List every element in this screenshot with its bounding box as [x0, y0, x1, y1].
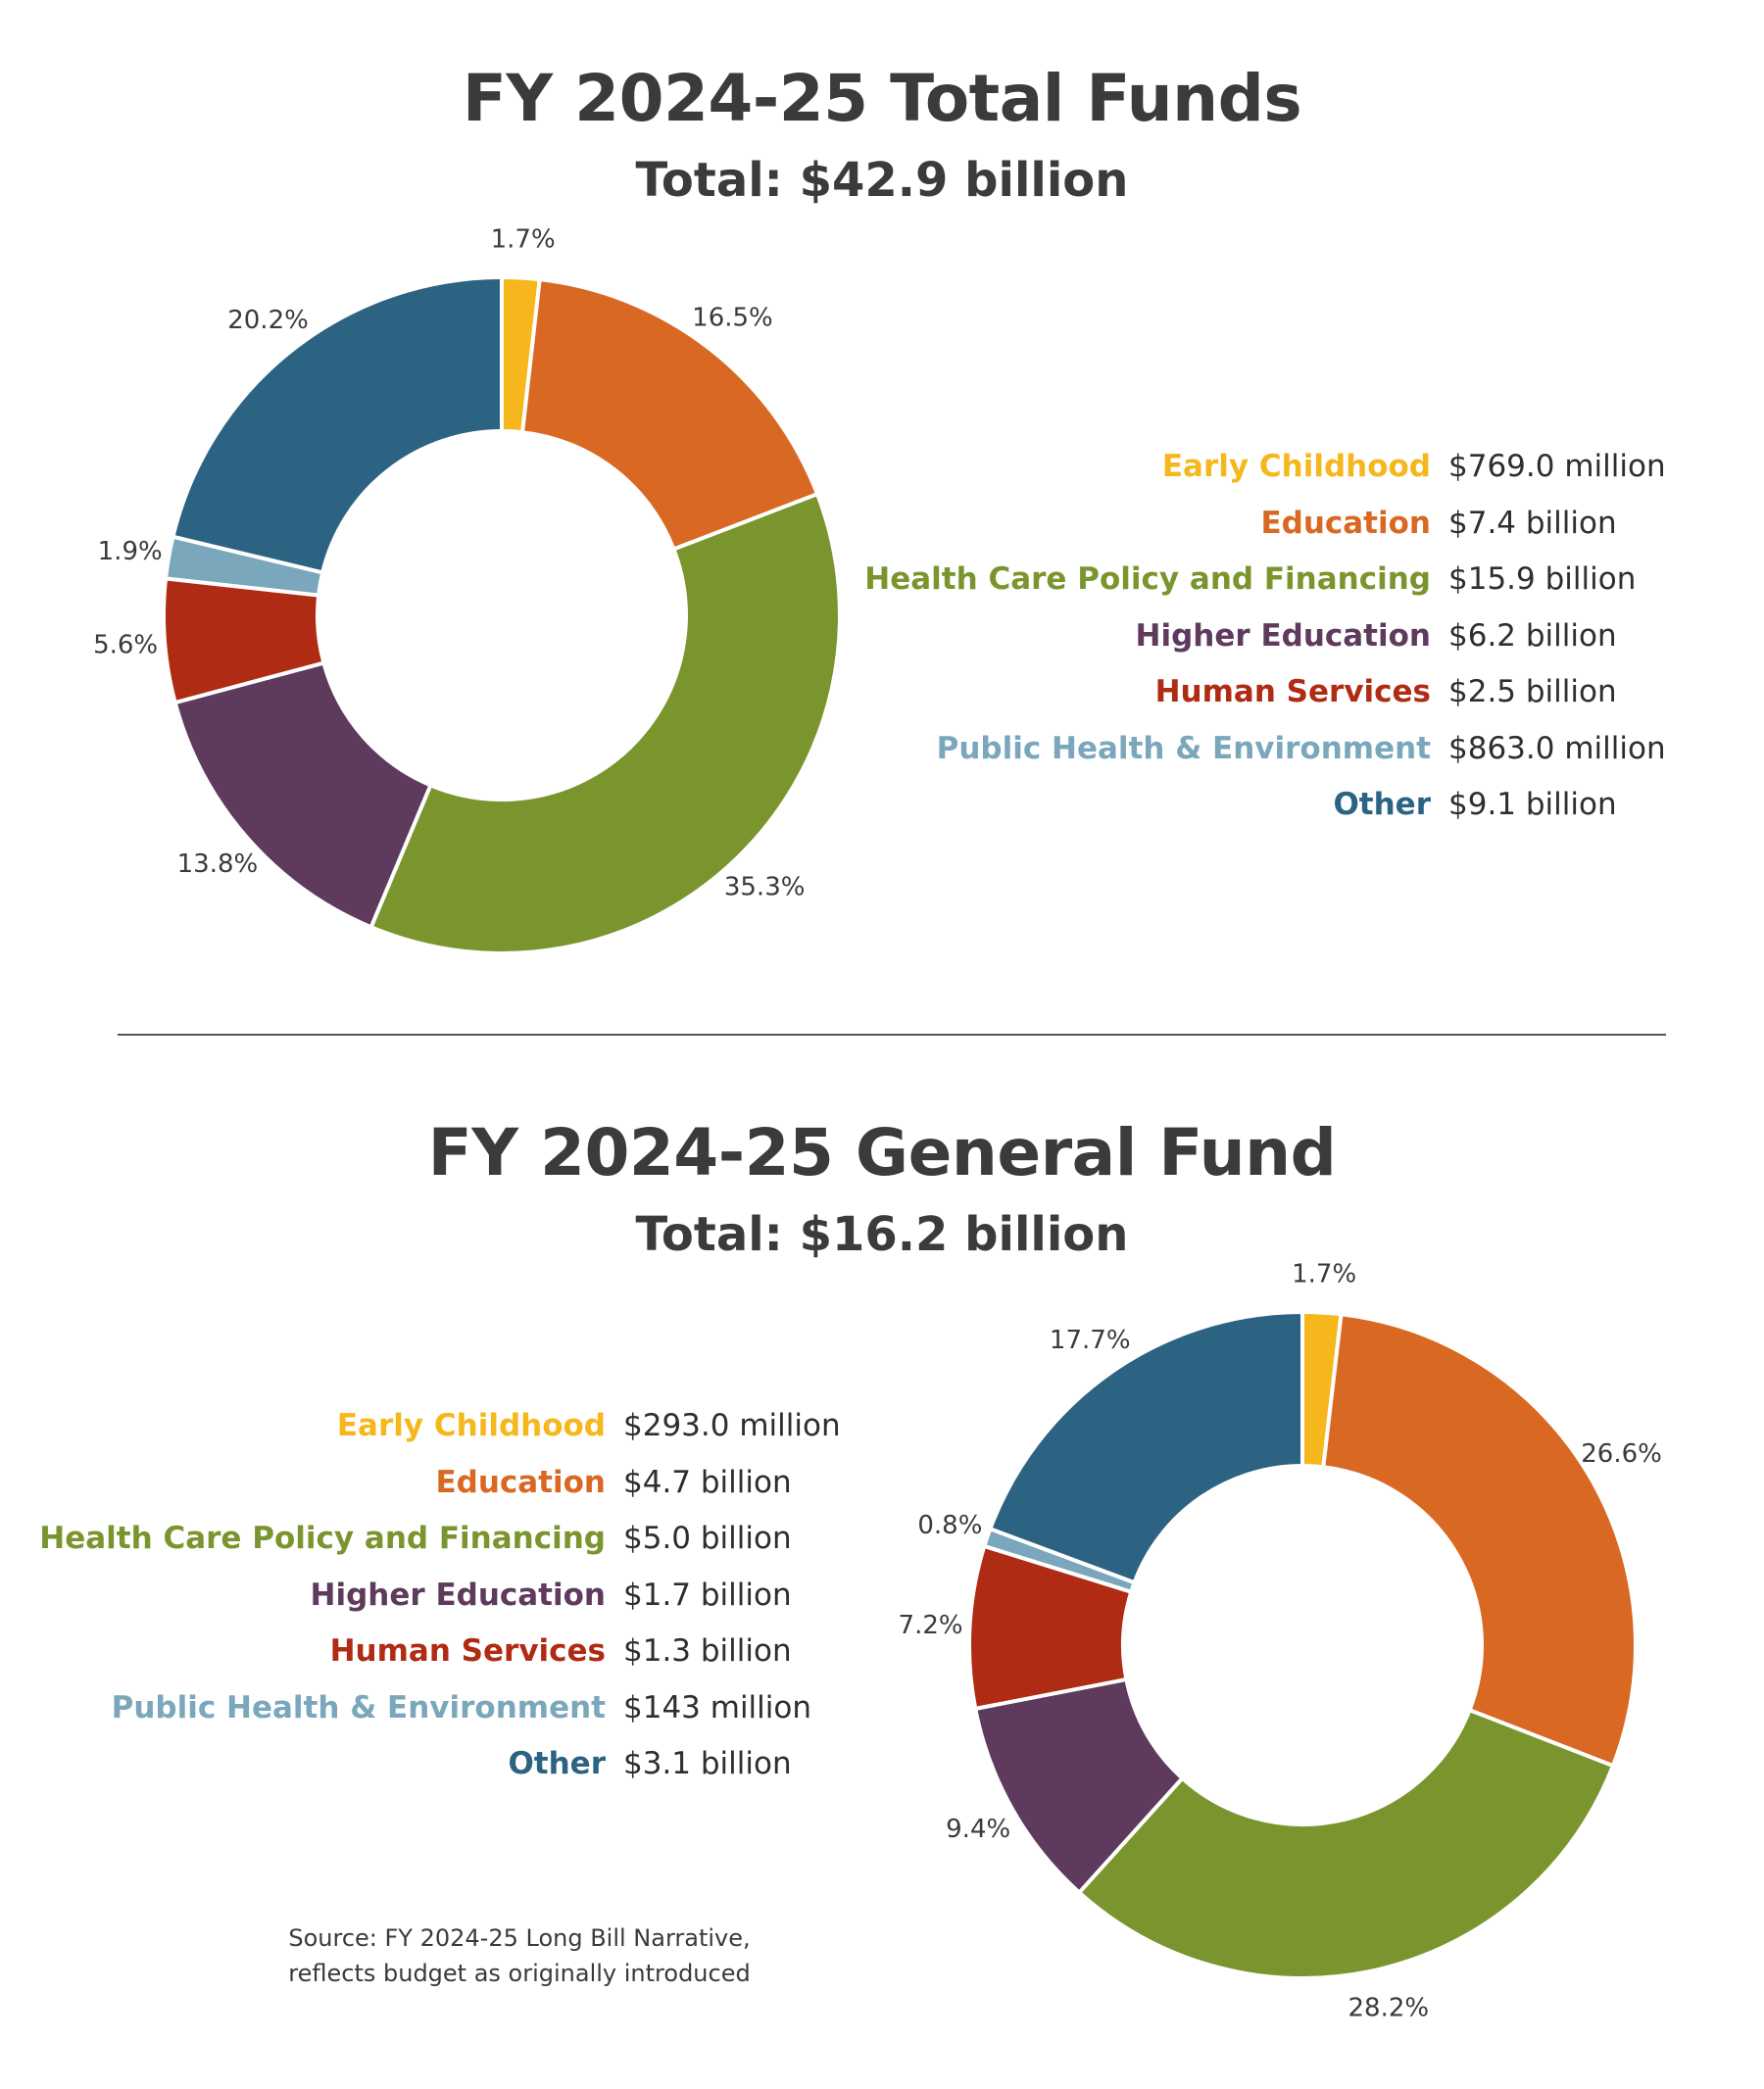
chart-title-total-funds: FY 2024-25 Total Funds	[462, 61, 1302, 136]
source-note: Source: FY 2024-25 Long Bill Narrative, …	[235, 1920, 804, 1991]
total-funds-legend-row-public-health-and-environment: Public Health & Environment $863.0 millio…	[862, 731, 1703, 770]
total-funds-slice-education	[520, 277, 820, 552]
total-funds-legend-name-human-services: Human Services	[1154, 674, 1431, 709]
source-line-2: reflects budget as originally introduced	[288, 1960, 751, 1987]
general-fund-legend-row-other: Other $3.1 billion	[39, 1746, 878, 1785]
total-funds-legend-row-early-childhood: Early Childhood $769.0 million	[862, 449, 1703, 488]
total-funds-slice-health-care-policy-and-financing	[368, 492, 842, 955]
general-fund-slice-health-care-policy-and-financing	[1077, 1708, 1615, 1980]
total-funds-legend-name-other: Other	[1333, 787, 1431, 822]
general-fund-label-human-services: 7.2%	[899, 1611, 963, 1640]
total-funds-legend-value-health-care-policy-and-financing: $15.9 billion	[1448, 561, 1637, 597]
total-funds-legend-value-early-childhood: $769.0 million	[1448, 449, 1666, 484]
general-fund-legend-name-health-care-policy-and-financing: Health Care Policy and Financing	[39, 1521, 606, 1556]
total-funds-legend-value-higher-education: $6.2 billion	[1448, 617, 1617, 654]
general-fund-legend-row-education: Education $4.7 billion	[39, 1465, 878, 1504]
general-fund-label-other: 17.7%	[1050, 1326, 1131, 1355]
total-funds-legend-row-higher-education: Higher Education $6.2 billion	[862, 618, 1703, 657]
general-fund-legend-value-early-childhood: $293.0 million	[623, 1408, 841, 1443]
total-funds-legend-name-public-health-and-environment: Public Health & Environment	[936, 730, 1431, 766]
general-fund-legend-name-other: Other	[508, 1746, 606, 1781]
total-funds-label-other: 20.2%	[227, 306, 309, 335]
total-funds-legend-row-health-care-policy-and-financing: Health Care Policy and Financing $15.9 bi…	[862, 561, 1703, 601]
general-fund-legend-row-early-childhood: Early Childhood $293.0 million	[39, 1408, 878, 1447]
general-fund-legend-name-higher-education: Higher Education	[310, 1577, 606, 1613]
total-funds-slice-other	[171, 275, 504, 575]
general-fund-legend-row-public-health-and-environment: Public Health & Environment $143 million	[39, 1690, 878, 1729]
general-fund-legend-value-other: $3.1 billion	[623, 1746, 792, 1781]
general-fund-legend-value-higher-education: $1.7 billion	[623, 1577, 792, 1613]
general-fund-legend-value-health-care-policy-and-financing: $5.0 billion	[623, 1521, 792, 1556]
total-funds-legend-row-human-services: Human Services $2.5 billion	[862, 674, 1703, 713]
general-fund-legend-name-education: Education	[435, 1464, 606, 1500]
total-funds-slice-higher-education	[172, 660, 433, 930]
total-funds-legend-value-other: $9.1 billion	[1448, 787, 1617, 822]
total-funds-legend-value-human-services: $2.5 billion	[1448, 674, 1617, 709]
general-fund-slice-other	[988, 1310, 1304, 1585]
total-funds-label-education: 16.5%	[692, 303, 773, 332]
general-fund-legend-row-human-services: Human Services $1.3 billion	[39, 1633, 878, 1673]
general-fund-legend-value-education: $4.7 billion	[623, 1464, 792, 1500]
section-divider	[118, 1034, 1666, 1036]
general-fund-label-education: 26.6%	[1581, 1439, 1662, 1469]
general-fund-slice-education	[1321, 1312, 1638, 1769]
total-funds-label-higher-education: 13.8%	[177, 850, 259, 879]
total-funds-legend-value-education: $7.4 billion	[1448, 505, 1617, 541]
general-fund-legend-value-human-services: $1.3 billion	[623, 1633, 792, 1669]
general-fund-legend-row-higher-education: Higher Education $1.7 billion	[39, 1578, 878, 1617]
total-funds-label-human-services: 5.6%	[93, 630, 158, 659]
general-fund-legend-row-health-care-policy-and-financing: Health Care Policy and Financing $5.0 bil…	[39, 1521, 878, 1560]
chart-subtitle-total-funds: Total: $42.9 billion	[635, 153, 1129, 208]
general-fund-label-health-care-policy-and-financing: 28.2%	[1348, 1994, 1430, 2023]
total-funds-label-early-childhood: 1.7%	[491, 225, 556, 255]
source-line-1: Source: FY 2024-25 Long Bill Narrative,	[288, 1924, 751, 1952]
general-fund-legend-name-early-childhood: Early Childhood	[336, 1408, 606, 1443]
total-funds-label-health-care-policy-and-financing: 35.3%	[724, 872, 806, 901]
total-funds-legend-name-higher-education: Higher Education	[1135, 617, 1431, 654]
total-funds-legend-row-other: Other $9.1 billion	[862, 787, 1703, 826]
general-fund-label-public-health-and-environment: 0.8%	[917, 1511, 982, 1540]
general-fund-legend-name-human-services: Human Services	[329, 1633, 606, 1669]
total-funds-legend-name-early-childhood: Early Childhood	[1161, 449, 1431, 484]
general-fund-label-higher-education: 9.4%	[946, 1815, 1010, 1844]
total-funds-legend-name-education: Education	[1260, 505, 1431, 541]
general-fund-legend-value-public-health-and-environment: $143 million	[623, 1689, 812, 1725]
total-funds-legend-name-health-care-policy-and-financing: Health Care Policy and Financing	[864, 561, 1431, 597]
general-fund-legend-name-public-health-and-environment: Public Health & Environment	[111, 1689, 606, 1725]
chart-title-general-fund: FY 2024-25 General Fund	[427, 1115, 1337, 1190]
total-funds-legend-value-public-health-and-environment: $863.0 million	[1448, 730, 1666, 766]
total-funds-label-public-health-and-environment: 1.9%	[98, 537, 163, 566]
total-funds-legend-row-education: Education $7.4 billion	[862, 506, 1703, 545]
chart-subtitle-general-fund: Total: $16.2 billion	[635, 1207, 1129, 1262]
general-fund-label-early-childhood: 1.7%	[1292, 1260, 1356, 1289]
